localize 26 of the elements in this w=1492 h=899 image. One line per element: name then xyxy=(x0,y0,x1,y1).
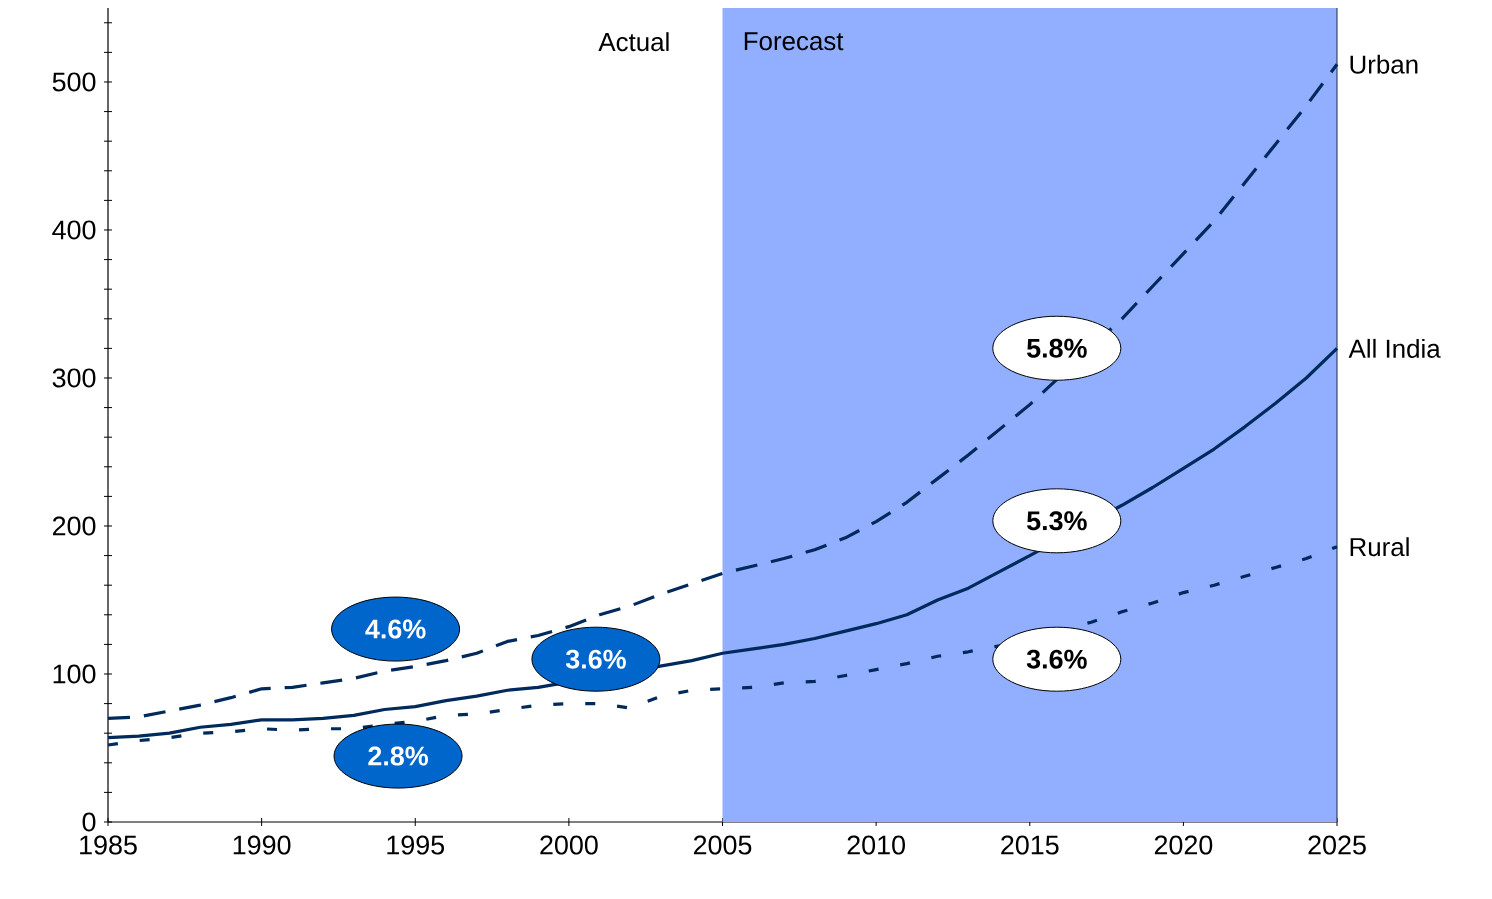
x-tick-label: 1995 xyxy=(387,835,445,855)
y-tick-label: 100 xyxy=(53,664,96,684)
y-tick-label: 0 xyxy=(82,812,96,832)
x-tick-label: 2025 xyxy=(1308,835,1366,855)
series-label: Urban xyxy=(1350,54,1418,74)
annotation: 3.6% xyxy=(1026,649,1087,669)
band-label: Forecast xyxy=(744,32,844,51)
x-tick-label: 2010 xyxy=(847,835,905,855)
y-tick-label: 300 xyxy=(52,368,96,388)
x-tick-label: 1985 xyxy=(80,835,137,855)
x-tick-label: 2015 xyxy=(1001,835,1059,855)
x-tick-label: 2005 xyxy=(693,835,752,855)
annotation: Actual xyxy=(598,32,669,52)
y-tick-label: 500 xyxy=(52,72,96,92)
annotation: 2.8% xyxy=(368,746,428,766)
series-label: Rural xyxy=(1350,537,1409,557)
annotation: 3.6% xyxy=(565,649,626,669)
annotation: 4.6% xyxy=(365,619,426,639)
annotation: 5.8% xyxy=(1026,338,1087,358)
y-tick-label: 200 xyxy=(52,516,96,536)
series-label: All India xyxy=(1348,338,1441,358)
y-tick-label: 400 xyxy=(52,220,96,240)
x-tick-label: 1990 xyxy=(233,835,291,855)
x-tick-label: 2020 xyxy=(1154,835,1213,855)
x-tick-label: 2000 xyxy=(540,835,598,855)
annotation: 5.3% xyxy=(1026,511,1087,531)
